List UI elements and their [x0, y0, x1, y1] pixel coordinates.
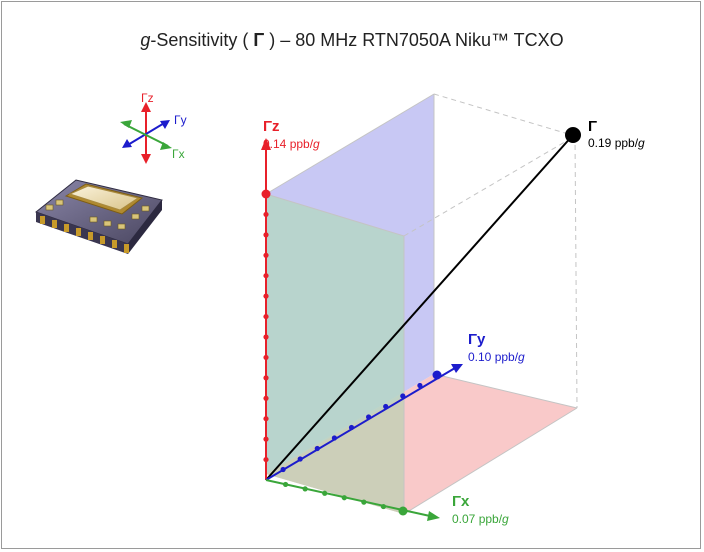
legend-y-arrow-up-icon — [160, 120, 170, 129]
x-axis-tick-dot — [302, 486, 308, 492]
legend-y-arrow-down-icon — [122, 139, 132, 148]
x-axis-tick-dot — [341, 495, 347, 501]
xy-overlap-plane — [266, 396, 404, 514]
y-axis-tick-dot — [297, 456, 303, 462]
x-axis-name: Γx — [452, 493, 470, 510]
z-axis-value-dot — [261, 189, 271, 199]
y-axis-tick-dot — [417, 382, 423, 389]
z-axis-tick-dot — [263, 436, 269, 442]
x-axis-value-dot — [398, 506, 408, 516]
y-axis-tick-dots — [280, 382, 423, 473]
z-axis-tick-dot — [263, 273, 269, 279]
edge-top-front — [403, 135, 576, 237]
x-axis-tick-dot — [380, 503, 387, 510]
z-axis-tick-dot — [263, 252, 269, 258]
y-axis-tick-dot — [348, 424, 355, 431]
y-axis-tick-dot — [383, 403, 389, 410]
legend-x-axis — [123, 123, 169, 147]
edge-bottom-back — [433, 373, 578, 409]
y-axis-tick-dot — [331, 435, 337, 441]
z-axis-value: 0.14 ppb/g — [263, 137, 320, 151]
y-axis-value: 0.10 ppb/g — [468, 350, 525, 364]
y-axis-tick-dot — [314, 445, 320, 452]
x-axis-value: 0.07 ppb/g — [452, 512, 509, 526]
z-axis-tick-dot — [263, 293, 269, 299]
edge-bottom-front — [403, 407, 578, 515]
title-gamma: Γ — [253, 30, 264, 50]
x-axis-tick-dot — [361, 499, 367, 505]
y-axis — [265, 364, 463, 481]
legend-z-label: Γz — [141, 91, 154, 105]
y-axis-name: Γy — [468, 331, 486, 348]
x-axis-tick-dots — [282, 481, 387, 510]
z-axis-tick-dot — [263, 416, 269, 422]
total-value: 0.19 ppb/g — [588, 136, 645, 150]
z-axis-tick-dot — [263, 354, 269, 361]
z-axis-tick-dot — [263, 334, 269, 340]
x-axis-tick-dot — [282, 481, 289, 488]
z-axis-tick-dot — [263, 456, 269, 463]
edge-top-left — [265, 93, 435, 195]
legend-z-arrow-up-icon — [141, 102, 151, 112]
total-vector-endpoint — [565, 127, 581, 143]
orientation-legend: Γz Γy Γx — [120, 91, 187, 164]
legend-x-arrow-right-icon — [160, 142, 172, 150]
y-axis-line — [265, 367, 456, 481]
edge-top-back — [433, 93, 576, 137]
legend-z-arrow-down-icon — [141, 154, 151, 164]
edge-right-vertical — [574, 135, 578, 409]
legend-x-label: Γx — [172, 147, 185, 161]
title-text-b: ) – 80 MHz RTN7050A Niku™ TCXO — [264, 30, 563, 50]
y-axis-tick-dot — [366, 414, 372, 420]
title-text-a: -Sensitivity ( — [150, 30, 253, 50]
y-axis-arrow-icon — [451, 364, 463, 373]
z-axis-tick-dot — [263, 232, 269, 238]
z-axis-tick-dots — [263, 211, 269, 463]
x-axis — [265, 479, 440, 521]
title-italic-g: g — [140, 30, 150, 50]
x-axis-arrow-icon — [427, 511, 440, 521]
legend-x-arrow-left-icon — [120, 120, 132, 128]
z-axis — [261, 138, 271, 480]
z-axis-tick-dot — [263, 395, 269, 401]
total-vector-line — [265, 134, 574, 481]
z-axis-tick-dot — [263, 313, 269, 320]
total-name: Γ — [588, 118, 597, 135]
edge-top-left-front — [265, 193, 405, 237]
box-edges — [265, 93, 578, 515]
y-axis-tick-dot — [400, 393, 406, 399]
legend-y-label: Γy — [174, 113, 187, 127]
y-axis-value-dot — [432, 370, 442, 380]
z-axis-arrow-icon — [261, 138, 271, 150]
y-axis-tick-dot — [280, 466, 286, 473]
tcxo-chip-image — [34, 179, 163, 254]
chart-title: g-Sensitivity ( Γ ) – 80 MHz RTN7050A Ni… — [140, 30, 563, 50]
z-axis-name: Γz — [263, 118, 280, 135]
z-axis-tick-dot — [263, 375, 269, 381]
z-axis-tick-dot — [263, 211, 269, 218]
x-axis-tick-dot — [322, 490, 328, 496]
